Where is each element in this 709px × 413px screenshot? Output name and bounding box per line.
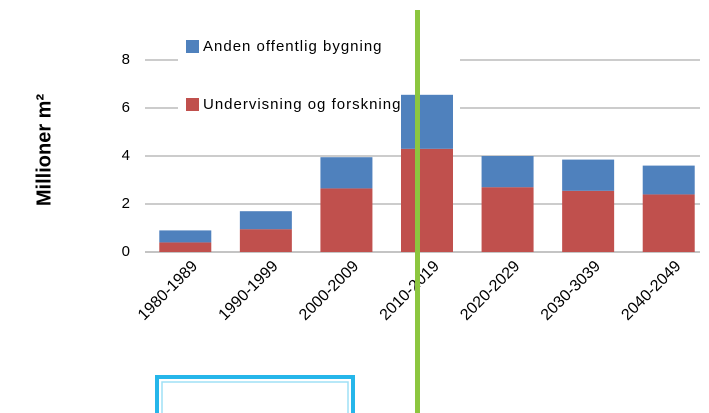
- x-tick-label: 2020-2029: [457, 258, 523, 324]
- bar-segment: [320, 188, 373, 252]
- x-tick-label: 2040-2049: [618, 258, 684, 324]
- legend-label: Anden offentlig bygning: [203, 38, 383, 55]
- bar-segment: [401, 148, 453, 252]
- x-tick-label: 2000-2009: [296, 258, 362, 324]
- bar-segment: [562, 190, 615, 252]
- bar-segment: [481, 187, 534, 252]
- legend-swatch: [186, 40, 199, 53]
- bar-segment: [159, 242, 212, 252]
- x-tick-label: 1980-1989: [135, 258, 201, 324]
- x-tick-label: 2010-2019: [377, 258, 443, 324]
- bar-segment: [642, 194, 695, 252]
- x-tick-label: 1990-1999: [216, 258, 282, 324]
- bar-segment: [481, 156, 534, 188]
- bar-segment: [159, 230, 212, 243]
- highlight-box-inner: [161, 381, 349, 413]
- bar-segment: [239, 229, 292, 252]
- y-tick-label: 6: [122, 99, 130, 116]
- bar-segment: [562, 159, 615, 191]
- bar-segment: [320, 157, 373, 189]
- y-tick-label: 4: [122, 147, 130, 164]
- y-tick-label: 8: [122, 51, 130, 68]
- bar-segment: [239, 211, 292, 230]
- bar-segment: [401, 94, 453, 149]
- legend-swatch: [186, 98, 199, 111]
- vertical-marker: [415, 10, 420, 413]
- bar-segment: [642, 165, 695, 195]
- y-tick-label: 2: [122, 195, 130, 212]
- y-tick-label: 0: [122, 243, 130, 260]
- highlight-box: [155, 375, 355, 413]
- y-axis-title: Millioner m²: [33, 94, 55, 207]
- legend-label: Undervisning og forskning: [203, 96, 401, 113]
- x-tick-label: 2030-3039: [538, 258, 604, 324]
